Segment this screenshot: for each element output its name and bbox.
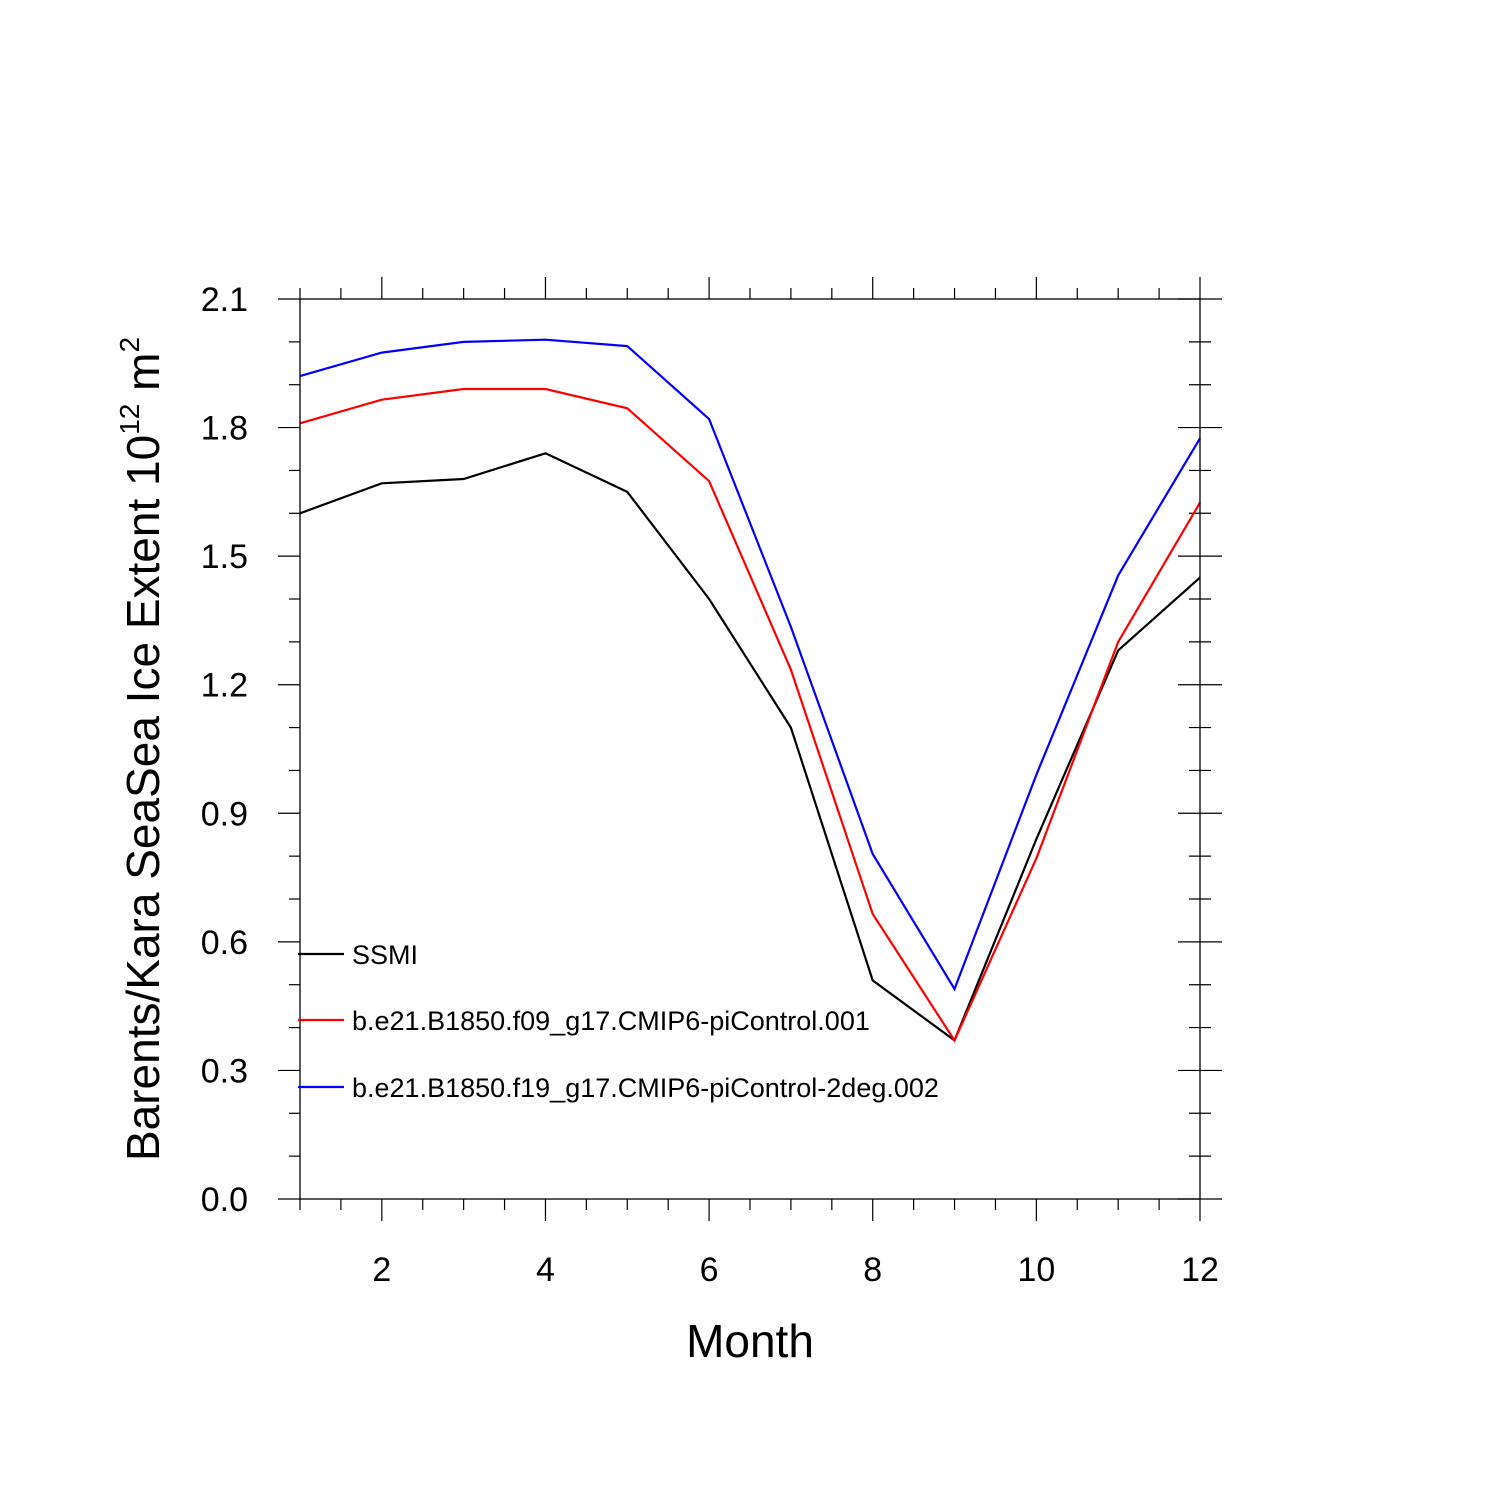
plot-frame (299, 298, 1201, 1200)
x-axis-title: Month (686, 1315, 814, 1367)
y-axis-unit-base: 10 (117, 435, 169, 486)
y-axis-unit-exponent: 2 (114, 337, 145, 353)
svg-text:Barents/Kara SeaSea Ice Extent: Barents/Kara SeaSea Ice Extent 1012 m2 (114, 337, 169, 1161)
y-axis-label: Barents/Kara SeaSea Ice Extent (117, 499, 169, 1162)
x-tick-label: 4 (536, 1251, 555, 1289)
legend-label-3: b.e21.B1850.f19_g17.CMIP6-piControl-2deg… (352, 1073, 939, 1103)
y-tick-label: 0.9 (201, 795, 248, 833)
x-tick-label: 6 (700, 1251, 719, 1289)
x-tick-label: 2 (372, 1251, 391, 1289)
y-tick-label: 1.2 (201, 667, 248, 705)
y-tick-label: 0.6 (201, 924, 248, 962)
x-tick-label: 12 (1181, 1251, 1219, 1289)
y-axis-unit-base-exponent: 12 (114, 404, 145, 435)
legend-label-1: SSMI (352, 940, 418, 970)
legend-label-2: b.e21.B1850.f09_g17.CMIP6-piControl.001 (352, 1006, 870, 1036)
x-tick-label: 10 (1017, 1251, 1055, 1289)
series-line-3 (299, 338, 1201, 992)
series-line-2 (299, 387, 1201, 1043)
legend: SSMI b.e21.B1850.f09_g17.CMIP6-piControl.… (298, 940, 939, 1103)
y-axis-unit: m (117, 353, 169, 391)
tick-labels: 2 4 6 8 10 12 0.0 0.3 0.6 0.9 1.2 1.5 1.8 2.1 (201, 281, 1219, 1289)
y-tick-label: 2.1 (201, 281, 248, 319)
y-axis-title: Barents/Kara SeaSea Ice Extent 1012 m2 (114, 337, 169, 1161)
series-line-1 (299, 452, 1201, 1043)
x-tick-label: 8 (863, 1251, 882, 1289)
y-tick-label: 0.3 (201, 1052, 248, 1090)
series-lines (299, 338, 1201, 1043)
y-tick-label: 1.5 (201, 538, 248, 576)
y-tick-label: 0.0 (201, 1181, 248, 1219)
y-tick-label: 1.8 (201, 410, 248, 448)
